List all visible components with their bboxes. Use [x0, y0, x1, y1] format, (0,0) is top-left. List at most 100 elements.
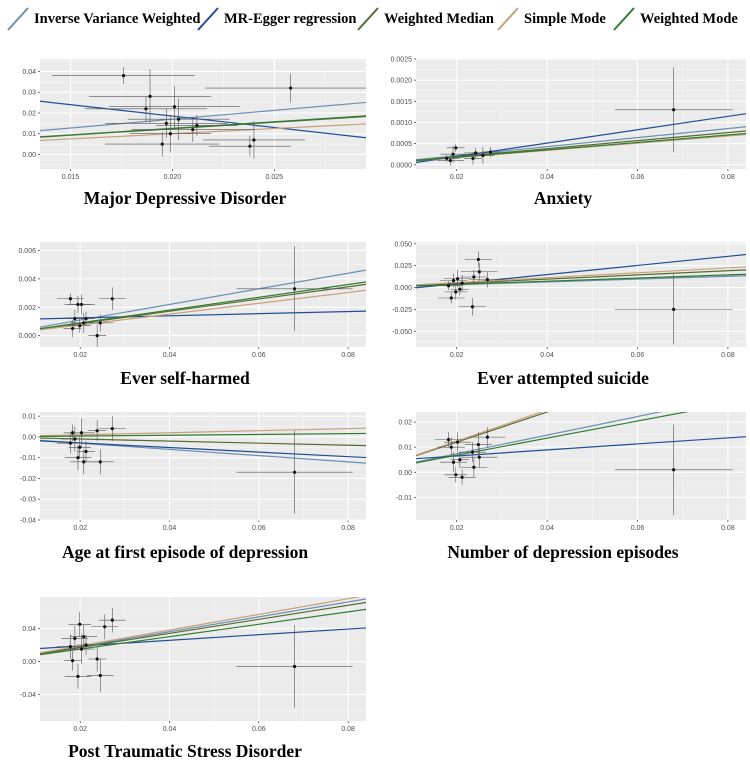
x-tick-label: 0.02	[73, 726, 87, 733]
data-point	[449, 296, 453, 300]
y-tick-label: 0.01	[22, 131, 36, 138]
legend-item-simple-mode: Simple Mode	[496, 6, 606, 32]
data-point	[292, 664, 297, 669]
y-tick-label: 0.004	[18, 276, 36, 283]
data-point	[98, 460, 102, 464]
regression-line-weighted-mode	[40, 281, 366, 330]
plot-background	[40, 242, 366, 347]
data-point	[73, 636, 77, 640]
plot-background	[416, 412, 746, 520]
panel-ever-self-harmed: 0.02 0.04 0.06 0.08 0.000 0.002 0.004 0.006 Eve…	[0, 238, 370, 393]
data-point	[451, 460, 456, 464]
legend-label-simple-mode: Simple Mode	[524, 10, 606, 27]
data-point	[449, 445, 453, 449]
regression-line-weighted-mode	[40, 432, 366, 438]
y-tick-label: 0.01	[398, 445, 412, 452]
x-tick-label: 0.02	[73, 525, 87, 532]
y-tick-label: 0.0020	[391, 78, 413, 85]
data-point	[451, 278, 456, 283]
data-point	[68, 441, 72, 445]
legend-swatch-weighted-mode	[613, 7, 635, 31]
chart-anxiety: 0.02 0.04 0.06 0.08 0.0000 0.0005 0.0010 0.0015…	[391, 57, 746, 181]
data-point	[168, 132, 172, 136]
y-tick-label: 0.03	[22, 90, 36, 97]
data-point	[460, 281, 464, 285]
data-point	[445, 156, 449, 161]
data-point	[82, 635, 86, 639]
legend-label-weighted-median: Weighted Median	[384, 10, 494, 27]
regression-line-weighted-median	[416, 269, 746, 286]
legend-item-mr-egger: MR-Egger regression	[196, 6, 357, 32]
legend-item-weighted-median: Weighted Median	[356, 6, 494, 32]
y-tick-label: 0.00	[398, 470, 412, 477]
chart-title: Age at first episode of depression	[61, 542, 309, 562]
data-point	[79, 431, 84, 435]
plot-area	[40, 416, 366, 514]
regression-line-weighted-median	[40, 283, 366, 330]
chart-title: Number of depression episodes	[447, 542, 679, 562]
x-tick-label: 0.06	[631, 525, 645, 532]
y-tick-label: 0.000	[394, 285, 412, 292]
regression-line-weighted-mode	[416, 273, 746, 287]
chart-title: Major Depressive Disorder	[83, 188, 287, 208]
data-point	[78, 445, 82, 449]
data-point	[71, 431, 75, 435]
data-point	[472, 275, 476, 279]
data-point	[73, 317, 77, 321]
data-point	[110, 618, 114, 622]
plot-background	[416, 59, 746, 169]
panel-major-depressive-disorder: 0.015 0.020 0.025 0.00 0.01 0.02 0.03 0.04 Majo…	[0, 55, 370, 215]
chart-number-of-depression-episodes: 0.02 0.04 0.06 0.08 -0.01 0.00 0.01 0.02	[396, 412, 746, 532]
x-tick-label: 0.08	[721, 174, 735, 181]
data-point	[195, 123, 199, 128]
plot-background	[40, 412, 366, 520]
regression-line-mr-egger-regression	[416, 113, 746, 164]
x-tick-label: 0.02	[450, 352, 464, 359]
data-point	[289, 86, 293, 90]
panel-number-of-depression-episodes: 0.02 0.04 0.06 0.08 -0.01 0.00 0.01 0.02 Number…	[376, 408, 750, 566]
data-point	[144, 107, 148, 111]
data-point	[672, 468, 676, 472]
x-tick-label: 0.04	[163, 726, 177, 733]
y-tick-label: 0.0010	[391, 120, 413, 127]
x-tick-label: 0.04	[540, 174, 554, 181]
panel-ptsd: 0.02 0.04 0.06 0.08 -0.04 0.00 0.04 Post Traum…	[0, 593, 370, 769]
data-point	[84, 449, 88, 454]
y-tick-label: 0.00	[22, 434, 36, 441]
x-tick-label: 0.02	[450, 174, 464, 181]
legend-swatch-weighted-median	[357, 7, 379, 31]
regression-line-simple-mode	[40, 123, 366, 142]
legend: Inverse Variance Weighted MR-Egger regre…	[0, 0, 750, 40]
data-point	[160, 142, 164, 146]
regression-line-simple-mode	[40, 427, 366, 437]
data-point	[82, 321, 86, 325]
chart-title: Anxiety	[533, 188, 593, 208]
y-tick-label: 0.000	[18, 333, 36, 340]
regression-line-weighted-mode	[40, 608, 366, 656]
data-point	[446, 284, 451, 288]
chart-title: Ever self-harmed	[120, 368, 250, 388]
y-tick-label: 0.0005	[391, 141, 413, 148]
x-tick-label: 0.08	[341, 352, 355, 359]
x-tick-label: 0.08	[341, 525, 355, 532]
data-point	[110, 427, 114, 431]
chart-major-depressive-disorder: 0.015 0.020 0.025 0.00 0.01 0.02 0.03 0.04	[22, 59, 366, 181]
x-tick-label: 0.08	[341, 726, 355, 733]
x-tick-label: 0.06	[252, 726, 266, 733]
x-tick-label: 0.06	[252, 525, 266, 532]
data-point	[448, 158, 452, 163]
panel-anxiety: 0.02 0.04 0.06 0.08 0.0000 0.0005 0.0010 0.0015…	[376, 55, 750, 215]
y-tick-label: 0.050	[394, 241, 412, 248]
data-point	[78, 622, 82, 626]
data-point	[98, 321, 102, 325]
data-point	[98, 673, 102, 678]
y-tick-label: 0.002	[18, 305, 36, 312]
data-point	[95, 334, 99, 338]
y-tick-label: 0.01	[22, 414, 36, 421]
data-point	[76, 456, 80, 460]
panel-ever-attempted-suicide: 0.02 0.04 0.06 0.08 -0.050 -0.025 0.000 0.025 0.…	[376, 238, 750, 393]
chart-title: Ever attempted suicide	[477, 368, 649, 388]
data-point	[172, 105, 177, 109]
data-point	[76, 302, 80, 307]
data-point	[164, 121, 168, 125]
